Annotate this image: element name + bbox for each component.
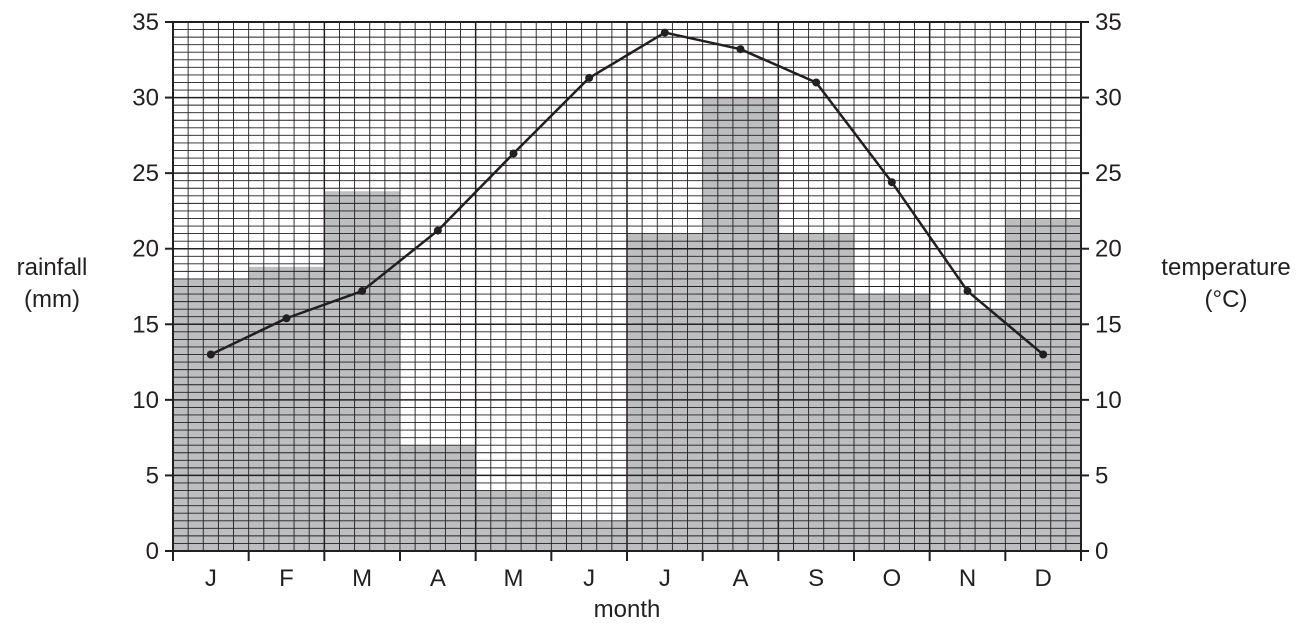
y-right-tick-label: 0 <box>1095 538 1108 565</box>
temperature-line-group <box>206 28 1048 359</box>
y-left-tick-label: 5 <box>146 462 159 489</box>
temperature-point <box>660 28 669 37</box>
x-tick-label: J <box>659 565 671 592</box>
x-tick-label: A <box>732 565 748 592</box>
x-tick-label: S <box>808 565 824 592</box>
y-right-tick-label: 5 <box>1095 462 1108 489</box>
y-right-tick-label: 10 <box>1095 387 1122 414</box>
x-tick-label: M <box>352 565 372 592</box>
y-left-tick-label: 35 <box>132 9 159 36</box>
axes <box>165 21 1089 561</box>
temperature-point <box>282 314 291 323</box>
y-left-tick-label: 0 <box>146 538 159 565</box>
temperature-point <box>206 350 215 359</box>
tick-labels: 0 0 5 5 10 10 15 15 20 20 25 25 30 30 35 35 J F M A M J J A S O N D <box>132 9 1121 592</box>
temperature-point <box>585 73 594 82</box>
temperature-point <box>963 287 972 296</box>
temperature-point <box>509 149 518 158</box>
rainfall-bar <box>248 266 325 551</box>
y-left-tick-label: 15 <box>132 311 159 338</box>
temperature-point <box>887 178 896 187</box>
x-tick-label: F <box>279 565 294 592</box>
y-left-tick-label: 20 <box>132 236 159 263</box>
x-tick-label: N <box>959 565 976 592</box>
temperature-point <box>433 226 442 235</box>
y-right-tick-label: 35 <box>1095 9 1122 36</box>
x-tick-label: D <box>1034 565 1051 592</box>
temperature-point <box>736 45 745 54</box>
temperature-point <box>358 287 367 296</box>
x-tick-label: M <box>504 565 524 592</box>
y-right-tick-label: 15 <box>1095 311 1122 338</box>
y-right-title-line2: (°C) <box>1205 286 1248 313</box>
x-axis-title: month <box>594 596 661 623</box>
x-tick-label: A <box>430 565 446 592</box>
y-left-tick-label: 10 <box>132 387 159 414</box>
y-right-tick-label: 30 <box>1095 85 1122 112</box>
y-left-title-line2: (mm) <box>24 286 80 313</box>
x-tick-label: J <box>205 565 217 592</box>
rainfall-bar <box>324 191 400 551</box>
temperature-point <box>812 78 821 87</box>
y-right-title-line1: temperature <box>1161 254 1290 281</box>
y-right-tick-label: 25 <box>1095 160 1122 187</box>
axis-titles: rainfall (mm) temperature (°C) month <box>17 254 1291 623</box>
temperature-line <box>210 31 1044 356</box>
graph-paper-grid <box>172 21 1082 552</box>
y-left-tick-label: 30 <box>132 85 159 112</box>
x-tick-label: O <box>882 565 901 592</box>
temperature-point <box>1039 350 1048 359</box>
x-tick-label: J <box>583 565 595 592</box>
y-left-title-line1: rainfall <box>17 254 88 281</box>
y-left-tick-label: 25 <box>132 160 159 187</box>
y-right-tick-label: 20 <box>1095 236 1122 263</box>
